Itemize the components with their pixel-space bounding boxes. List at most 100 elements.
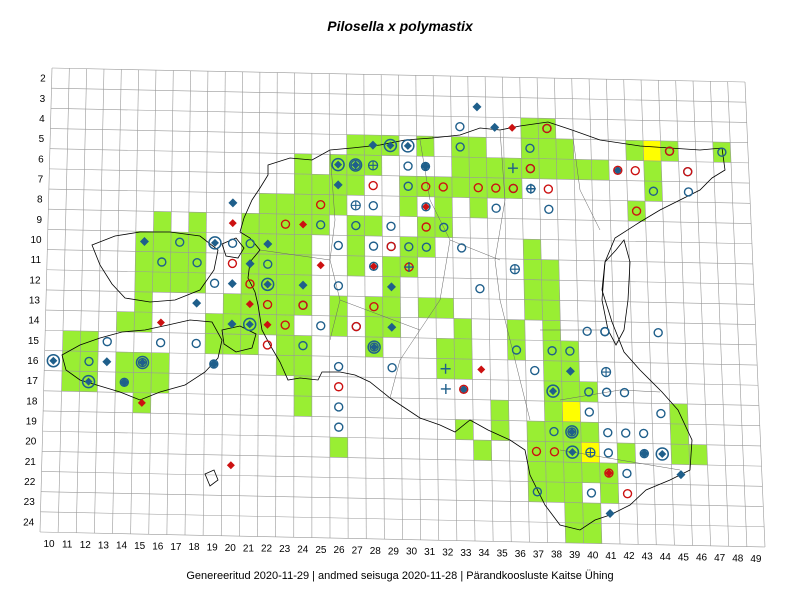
row-label: 14 [28,316,40,327]
occupied-cell [434,196,453,218]
target-marker-center [403,141,412,150]
grid-line-horizontal [44,370,759,386]
grid-line-horizontal [41,491,764,507]
occupied-cell [583,523,602,544]
occupied-cell [435,297,454,319]
red-circle-marker [438,182,448,192]
red-circle-marker [508,183,519,194]
blue-diamond-marker [565,366,575,376]
blue-diamond-marker [490,122,500,132]
blue-diamond-marker [421,161,431,171]
red-circle-marker [386,241,396,252]
occupied-cell [520,117,539,139]
grid-line-horizontal [48,188,751,204]
red-circle-marker [630,165,640,176]
target-marker-center [334,160,343,169]
red-circle-marker [369,302,379,312]
target-marker-center [386,141,395,150]
occupied-cell [486,157,505,179]
col-label: 29 [388,546,400,557]
blue-circle-marker [102,336,112,347]
grid-line-vertical [112,69,122,534]
occupied-cell [241,273,259,295]
occupied-cell [670,423,689,445]
row-label: 21 [25,457,37,468]
occupied-cell [347,215,365,236]
grid-line-vertical [432,75,440,541]
occupied-cell [434,176,453,198]
target-marker-ring [383,138,398,153]
occupied-cell [222,333,241,355]
occupied-cell [486,177,505,199]
occupied-cell [660,140,679,162]
red-circle-marker [613,165,623,176]
blue-circle-marker [565,346,575,356]
lake-peipus-outline [601,239,631,346]
blue-diamond-marker [472,102,482,112]
blue-circle-marker [315,220,326,230]
col-label: 22 [261,544,273,555]
occupied-cell [454,358,473,380]
red-circle-marker [473,182,483,193]
occupied-cell [134,291,153,313]
occupied-cell [544,401,563,422]
occupied-cell [526,420,546,442]
blue-circle-marker [191,338,201,349]
grid-line-vertical [363,74,367,539]
blue-circle-marker [175,237,185,247]
col-label: 49 [750,554,762,565]
col-label: 16 [152,541,164,552]
occupied-cell [151,352,170,374]
blue-circle-marker [368,241,379,251]
red-circle-marker [333,382,344,392]
row-label: 9 [37,215,43,226]
occupied-cell [418,297,437,319]
row-label: 8 [37,195,43,206]
blue-circle-marker [334,422,344,432]
occupied-cell [294,335,312,356]
blue-circle-marker [403,161,413,171]
blue-diamond-marker [227,279,237,289]
red-circle-marker [622,488,633,499]
occupied-cell [469,177,488,198]
col-label: 47 [714,553,726,564]
grid-line-vertical [588,78,603,544]
grid-line-vertical [94,69,105,534]
red-diamond-marker [604,469,613,478]
target-marker-center [658,449,667,458]
blue-diamond-marker [333,180,343,190]
grid-line-horizontal [46,289,755,305]
occupied-cell [541,279,560,301]
blue-diamond-marker [386,282,396,292]
occupied-cell [491,420,510,441]
col-label: 17 [170,542,182,553]
occupied-cell [240,334,259,355]
red-circle-marker [262,299,273,310]
occupied-cell [453,318,472,339]
plus-marker [525,183,536,194]
blue-circle-marker [639,448,649,459]
blue-circle-marker [119,377,130,388]
circle-plus-marker-cross [351,200,361,210]
grid-line-vertical [57,68,70,533]
red-circle-marker [298,300,308,310]
blue-diamond-marker [227,319,237,329]
muhu-outline [221,325,257,353]
blue-circle-marker [656,408,666,419]
blue-circle-marker [455,122,465,132]
occupied-cell [62,350,81,372]
blue-circle-marker [334,402,344,412]
blue-circle-marker [368,201,379,211]
occupied-cell [61,371,80,392]
occupied-cell [600,483,619,504]
col-label: 12 [80,540,92,551]
blue-diamond-marker [263,239,273,249]
blue-circle-marker [621,428,631,438]
grid-line-vertical [744,81,766,548]
occupied-cell [454,338,473,360]
occupied-cell [294,355,312,377]
col-label: 45 [678,552,690,563]
blue-circle-marker [298,340,308,351]
row-label: 12 [29,275,41,286]
target-marker-center [84,377,93,386]
